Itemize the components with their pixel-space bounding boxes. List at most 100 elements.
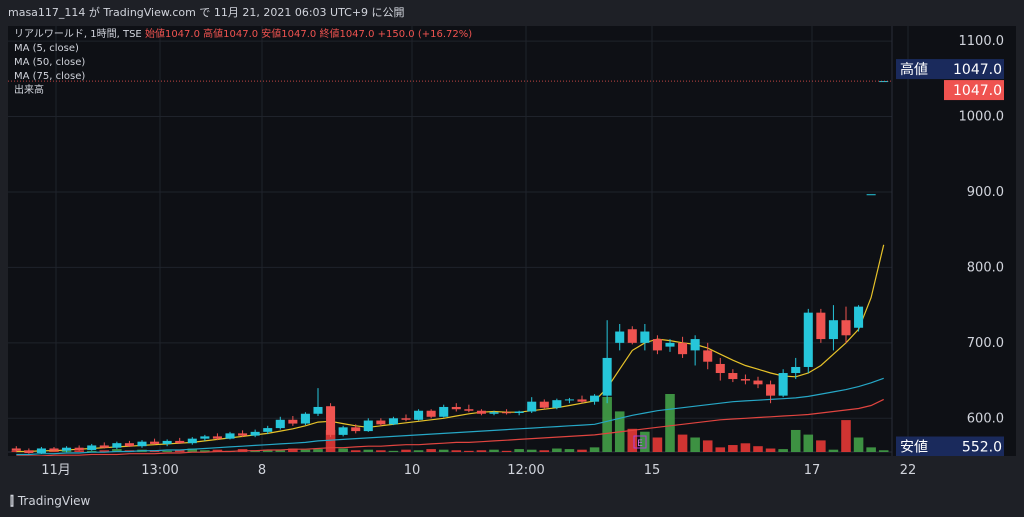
candle-body bbox=[564, 399, 574, 401]
volume-bar bbox=[715, 447, 726, 452]
volume-bar bbox=[363, 449, 374, 452]
footer: ⫿ TradingView bbox=[0, 486, 1024, 517]
volume-bar bbox=[589, 447, 600, 452]
candle-body bbox=[162, 440, 172, 444]
volume-bar bbox=[464, 450, 474, 452]
candle-body bbox=[590, 395, 600, 402]
tradingview-logo-text: TradingView bbox=[17, 494, 91, 508]
ma50-line bbox=[16, 377, 884, 456]
time-tick-label: 11月 bbox=[41, 463, 71, 478]
volume-bar bbox=[828, 449, 839, 452]
volume-bar bbox=[753, 446, 763, 452]
volume-bar bbox=[288, 448, 298, 452]
candle-body bbox=[150, 441, 160, 444]
last-price-badge bbox=[944, 80, 1004, 101]
legend: リアルワールド, 1時間, TSE 始値1047.0 高値1047.0 安値10… bbox=[14, 28, 472, 98]
candle-body bbox=[728, 373, 738, 380]
volume-bar bbox=[514, 449, 524, 452]
time-axis[interactable]: 11月 13:00 8 10 12:00 15 17 22 bbox=[8, 456, 1016, 486]
volume-bar bbox=[501, 450, 512, 452]
candle-body bbox=[238, 433, 248, 436]
volume-bar bbox=[212, 449, 223, 452]
volume-bar bbox=[325, 429, 336, 452]
candle-body bbox=[99, 445, 109, 448]
volume-bar bbox=[526, 449, 537, 452]
candle-body bbox=[652, 339, 662, 351]
high-marker-badge bbox=[896, 59, 1004, 80]
high-marker-value: 1047.0 bbox=[953, 62, 1002, 78]
volume-bar bbox=[602, 396, 612, 452]
snapshot-line: masa117_114 が TradingView.com で 11月 21, … bbox=[8, 6, 405, 19]
low-marker-value: 552.0 bbox=[962, 439, 1002, 455]
volume-bar bbox=[86, 450, 97, 452]
candle-body bbox=[615, 331, 625, 343]
volume-bar bbox=[539, 450, 550, 452]
candle-body bbox=[275, 419, 285, 429]
chart-area[interactable]: E 600.0 700.0 800.0 900.0 1000.0 1100.0 高値 1047.… bbox=[8, 26, 1016, 457]
volume-bar bbox=[627, 428, 638, 452]
legend-symbol-row: リアルワールド, 1時間, TSE 始値1047.0 高値1047.0 安値10… bbox=[14, 28, 472, 42]
legend-volume: 出来高 bbox=[14, 85, 44, 96]
candle-body bbox=[36, 448, 46, 453]
volume-bar bbox=[866, 447, 876, 452]
volume-bar bbox=[401, 449, 411, 452]
volume-bar bbox=[665, 394, 675, 452]
tradingview-logo[interactable]: ⫿ TradingView bbox=[10, 494, 90, 509]
candle-body bbox=[577, 399, 587, 402]
earnings-marker-box bbox=[633, 435, 647, 449]
candle-body bbox=[187, 438, 197, 444]
candle-body bbox=[740, 379, 750, 381]
volume-bar bbox=[162, 450, 172, 452]
volume-bar bbox=[376, 450, 386, 452]
candle-body bbox=[539, 401, 549, 408]
candle-body bbox=[326, 406, 336, 435]
volume-bar bbox=[112, 449, 122, 452]
price-tick-label: 600.0 bbox=[967, 411, 1004, 426]
candle-body bbox=[715, 363, 725, 374]
volume-bar bbox=[841, 420, 851, 452]
candle-body bbox=[816, 312, 826, 340]
volume-bar bbox=[577, 449, 587, 452]
candle-body bbox=[502, 412, 512, 414]
volume-bar bbox=[338, 448, 348, 452]
tradingview-logo-icon: ⫿ bbox=[10, 494, 14, 508]
candle-body bbox=[74, 447, 84, 450]
candle-body bbox=[363, 420, 373, 432]
candle-body bbox=[376, 420, 386, 425]
volume-bar bbox=[187, 448, 198, 452]
price-tick-label: 700.0 bbox=[967, 336, 1004, 351]
candle-body bbox=[263, 428, 273, 432]
legend-ohlc: 始値1047.0 高値1047.0 安値1047.0 終値1047.0 +150… bbox=[144, 29, 473, 40]
volume-bar bbox=[640, 431, 650, 452]
volume-bar bbox=[803, 434, 814, 452]
candle-body bbox=[766, 384, 776, 396]
time-tick-label: 22 bbox=[900, 463, 917, 478]
candle-body bbox=[753, 380, 763, 385]
legend-ma75: MA (75, close) bbox=[14, 71, 86, 82]
volume-bar bbox=[690, 437, 700, 452]
volume-bar bbox=[174, 449, 185, 452]
candle-body bbox=[879, 81, 889, 83]
candle-body bbox=[602, 357, 612, 396]
candle-body bbox=[866, 194, 876, 196]
time-tick-label: 15 bbox=[644, 463, 661, 478]
time-tick-label: 10 bbox=[404, 463, 421, 478]
price-tick-label: 900.0 bbox=[967, 185, 1004, 200]
volume-bar bbox=[790, 429, 801, 452]
legend-symbol: リアルワールド, 1時間, TSE bbox=[14, 29, 142, 40]
candle-body bbox=[627, 329, 637, 343]
candle-body bbox=[514, 411, 524, 413]
price-chart[interactable]: E 600.0 700.0 800.0 900.0 1000.0 1100.0 高値 1047.… bbox=[8, 26, 1016, 457]
time-tick-label: 8 bbox=[258, 463, 266, 478]
candle-body bbox=[137, 441, 147, 447]
last-price-value: 1047.0 bbox=[953, 83, 1002, 99]
candle-body bbox=[24, 450, 34, 453]
candle-body bbox=[828, 320, 838, 340]
volume-bar bbox=[728, 445, 738, 452]
candle-body bbox=[338, 427, 348, 435]
candle-body bbox=[87, 445, 97, 450]
candle-body bbox=[426, 410, 436, 417]
candle-body bbox=[690, 339, 700, 351]
time-tick-label: 13:00 bbox=[141, 463, 178, 478]
candle-body bbox=[225, 433, 235, 439]
